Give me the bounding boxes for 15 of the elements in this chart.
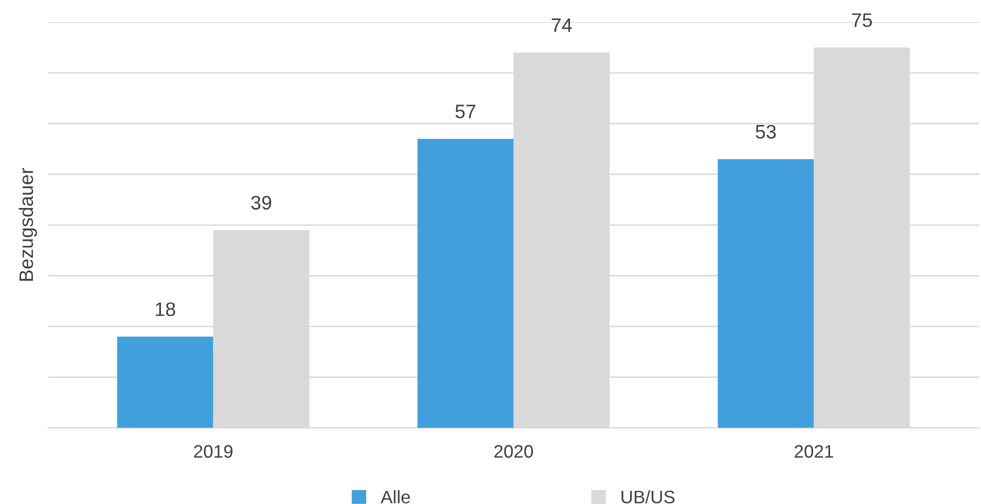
bar xyxy=(417,138,514,428)
x-tick-label: 2020 xyxy=(494,445,533,458)
bar xyxy=(117,336,214,428)
bar xyxy=(718,159,814,428)
data-label: 53 xyxy=(756,124,776,139)
data-label: 75 xyxy=(852,13,872,28)
data-label: 39 xyxy=(251,196,272,210)
x-tick-label: 2019 xyxy=(194,445,232,458)
data-label: 57 xyxy=(455,104,476,118)
y-axis-title: Bezugsdauer xyxy=(18,168,37,281)
legend-label: Alle xyxy=(380,490,410,504)
legend-label: UB/US xyxy=(622,490,675,504)
data-label: 18 xyxy=(156,302,176,316)
data-label: 74 xyxy=(552,18,572,32)
x-tick-label: 2021 xyxy=(794,445,834,458)
